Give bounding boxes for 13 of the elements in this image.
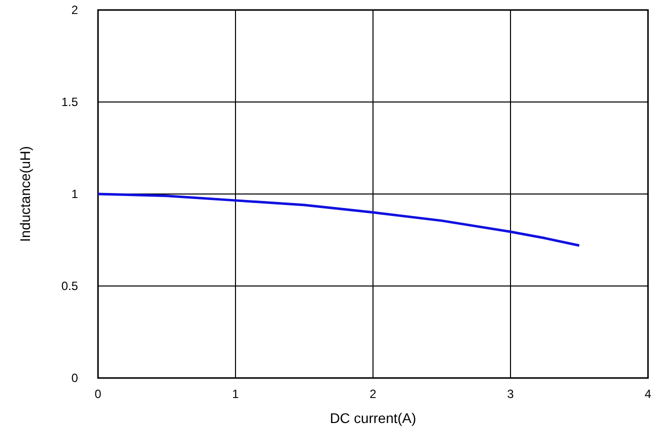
x-tick-label: 4 bbox=[644, 387, 652, 401]
x-tick-label: 2 bbox=[370, 387, 377, 401]
line-series bbox=[96, 192, 580, 247]
x-axis-title: DC current(A) bbox=[330, 410, 416, 426]
x-tick-label: 1 bbox=[232, 387, 240, 401]
y-tick-label: 0.5 bbox=[61, 279, 78, 293]
y-axis-title: Inductance(uH) bbox=[17, 146, 33, 242]
x-tick-label: 3 bbox=[507, 387, 514, 401]
y-tick-label: 1.5 bbox=[61, 95, 78, 109]
x-tick-label: 0 bbox=[94, 387, 102, 401]
y-tick-label: 2 bbox=[71, 3, 78, 17]
y-tick-label: 0 bbox=[71, 371, 78, 385]
y-tick-label: 1 bbox=[71, 187, 78, 201]
